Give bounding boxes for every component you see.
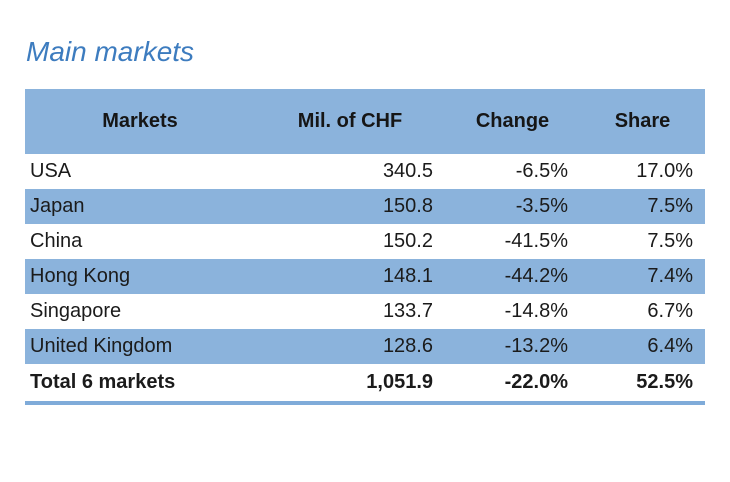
cell-share: 6.7% xyxy=(647,300,693,322)
cell-mil-chf: 133.7 xyxy=(382,300,433,322)
header-cell-change: Change xyxy=(445,89,580,154)
header-cell-mil-of-chf: Mil. of CHF xyxy=(255,89,445,154)
cell-change: -41.5% xyxy=(504,230,568,252)
cell-mil-chf: 148.1 xyxy=(255,259,445,294)
cell-market: USA xyxy=(30,160,72,182)
header-cell-markets: Markets xyxy=(25,89,255,154)
cell-mil-chf: 150.2 xyxy=(382,230,433,252)
cell-change: -13.2% xyxy=(445,329,580,364)
page-title: Main markets xyxy=(26,36,195,67)
cell-change: -3.5% xyxy=(445,189,580,224)
cell-share: 7.4% xyxy=(580,259,705,294)
cell-change: -14.8% xyxy=(504,300,568,322)
cell-share: 7.5% xyxy=(647,230,693,252)
table-header-row: Markets Mil. of CHF Change Share xyxy=(25,89,705,154)
cell-mil-chf: 128.6 xyxy=(255,329,445,364)
cell-share: 17.0% xyxy=(636,160,693,182)
table-row-japan: Japan 150.8 -3.5% 7.5% xyxy=(25,189,705,224)
cell-change: -44.2% xyxy=(445,259,580,294)
cell-share: 6.4% xyxy=(580,329,705,364)
table-row-united-kingdom: United Kingdom 128.6 -13.2% 6.4% xyxy=(25,329,705,364)
cell-mil-chf: 150.8 xyxy=(255,189,445,224)
cell-market: Japan xyxy=(25,189,255,224)
table-row-total: Total 6 markets 1,051.9 -22.0% 52.5% xyxy=(25,364,705,403)
cell-mil-chf: 340.5 xyxy=(382,160,433,182)
cell-market: Hong Kong xyxy=(25,259,255,294)
table-row-china: China 150.2 -41.5% 7.5% xyxy=(25,224,705,259)
table-row-singapore: Singapore 133.7 -14.8% 6.7% xyxy=(25,294,705,329)
cell-market: United Kingdom xyxy=(25,329,255,364)
cell-share: 7.5% xyxy=(580,189,705,224)
header-cell-share: Share xyxy=(580,89,705,154)
cell-change: -6.5% xyxy=(515,160,568,182)
cell-change: -22.0% xyxy=(504,371,568,393)
cell-share: 52.5% xyxy=(636,371,693,393)
table-row-hong-kong: Hong Kong 148.1 -44.2% 7.4% xyxy=(25,259,705,294)
table-row-usa: USA 340.5 -6.5% 17.0% xyxy=(25,154,705,189)
cell-market: Singapore xyxy=(30,300,122,322)
cell-market: China xyxy=(30,230,83,252)
main-markets-table: Markets Mil. of CHF Change Share USA 340… xyxy=(25,89,705,405)
cell-market: Total 6 markets xyxy=(30,371,176,393)
cell-mil-chf: 1,051.9 xyxy=(366,371,433,393)
